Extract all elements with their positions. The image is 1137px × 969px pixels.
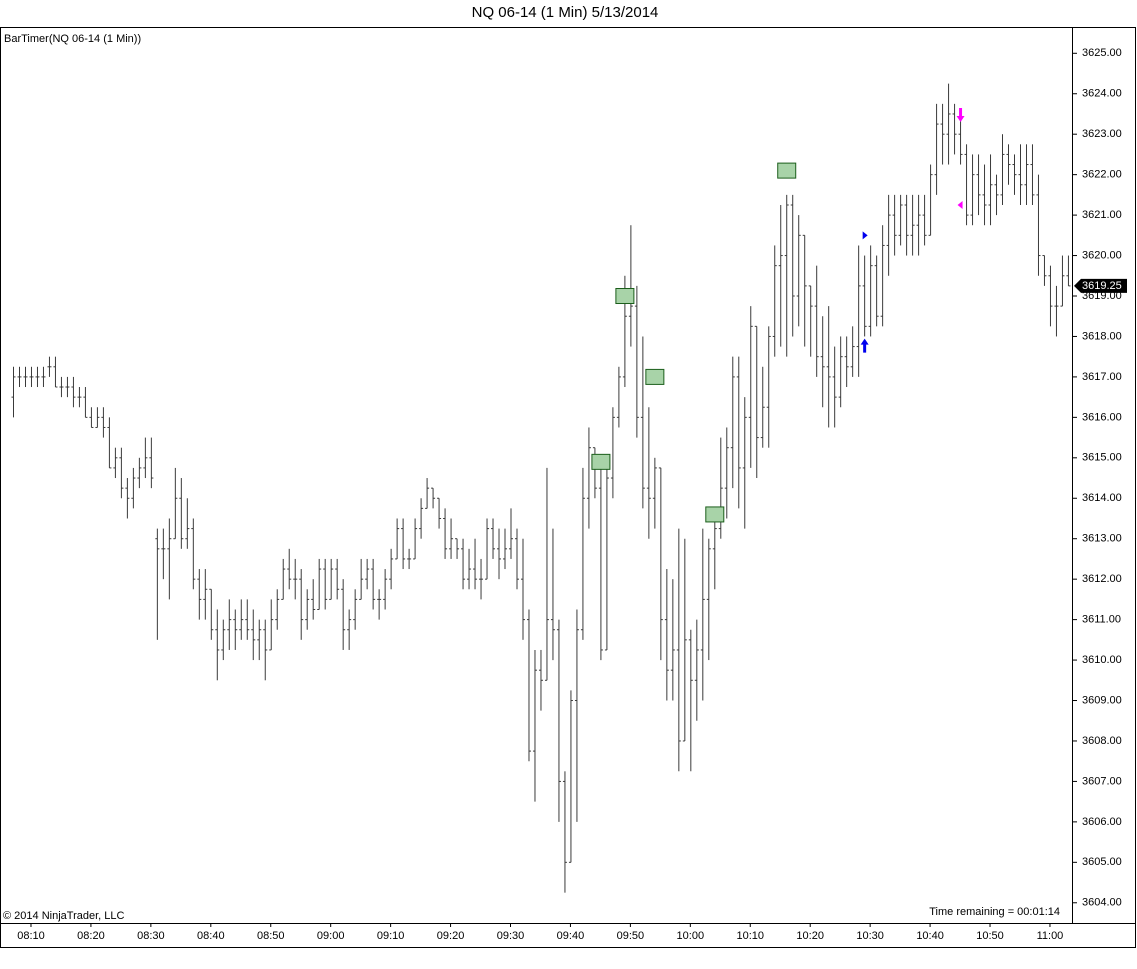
y-tick-label: 3618.00 (1082, 330, 1122, 342)
y-tick-label: 3621.00 (1082, 209, 1122, 221)
x-tick-label: 09:00 (317, 930, 345, 942)
y-tick-label: 3613.00 (1082, 533, 1122, 545)
x-tick-label: 11:00 (1037, 930, 1064, 942)
signal-triangle (957, 200, 963, 209)
x-tick-label: 09:50 (617, 930, 645, 942)
y-tick-label: 3622.00 (1082, 169, 1122, 181)
chart-title: NQ 06-14 (1 Min) 5/13/2014 (472, 4, 659, 21)
signal-arrow-up (860, 338, 869, 353)
x-tick-label: 08:30 (137, 930, 165, 942)
y-tick-label: 3604.00 (1082, 897, 1122, 909)
signal-box (705, 506, 725, 523)
last-price-label: 3619.25 (1082, 280, 1122, 292)
timer-text: Time remaining = 00:01:14 (929, 906, 1060, 918)
x-tick-label: 08:40 (197, 930, 225, 942)
x-tick-label: 09:30 (497, 930, 525, 942)
x-tick-label: 10:30 (856, 930, 884, 942)
signal-box (645, 368, 665, 385)
signal-triangle (862, 231, 868, 240)
signal-box (615, 288, 635, 305)
x-tick-label: 09:20 (437, 930, 465, 942)
y-tick-label: 3615.00 (1082, 452, 1122, 464)
y-tick-label: 3614.00 (1082, 492, 1122, 504)
y-tick-label: 3606.00 (1082, 816, 1122, 828)
y-tick-label: 3616.00 (1082, 411, 1122, 423)
y-tick-label: 3623.00 (1082, 128, 1122, 140)
x-tick-label: 10:10 (736, 930, 764, 942)
signal-arrow-down (956, 107, 965, 122)
y-tick-label: 3608.00 (1082, 735, 1122, 747)
x-tick-label: 10:20 (796, 930, 824, 942)
y-tick-label: 3609.00 (1082, 694, 1122, 706)
copyright: © 2014 NinjaTrader, LLC (3, 910, 124, 922)
x-tick-label: 08:50 (257, 930, 285, 942)
x-tick-label: 10:00 (677, 930, 705, 942)
y-tick-label: 3611.00 (1082, 614, 1121, 626)
last-price-tag (1074, 278, 1127, 293)
y-tick-label: 3619.00 (1082, 290, 1122, 302)
x-tick-label: 09:40 (557, 930, 585, 942)
signal-box (591, 453, 611, 470)
y-tick-label: 3612.00 (1082, 573, 1122, 585)
y-tick-label: 3605.00 (1082, 856, 1122, 868)
y-tick-label: 3617.00 (1082, 371, 1122, 383)
y-tick-label: 3625.00 (1082, 47, 1122, 59)
chart-frame (0, 27, 1136, 948)
y-tick-label: 3607.00 (1082, 775, 1122, 787)
y-tick-label: 3624.00 (1082, 88, 1122, 100)
signal-box (777, 162, 797, 179)
x-tick-label: 09:10 (377, 930, 405, 942)
indicator-label: BarTimer(NQ 06-14 (1 Min)) (4, 33, 141, 45)
x-tick-label: 10:50 (976, 930, 1004, 942)
y-tick-label: 3610.00 (1082, 654, 1122, 666)
y-tick-label: 3620.00 (1082, 249, 1122, 261)
x-tick-label: 08:10 (17, 930, 45, 942)
x-tick-label: 08:20 (77, 930, 105, 942)
x-tick-label: 10:40 (916, 930, 944, 942)
